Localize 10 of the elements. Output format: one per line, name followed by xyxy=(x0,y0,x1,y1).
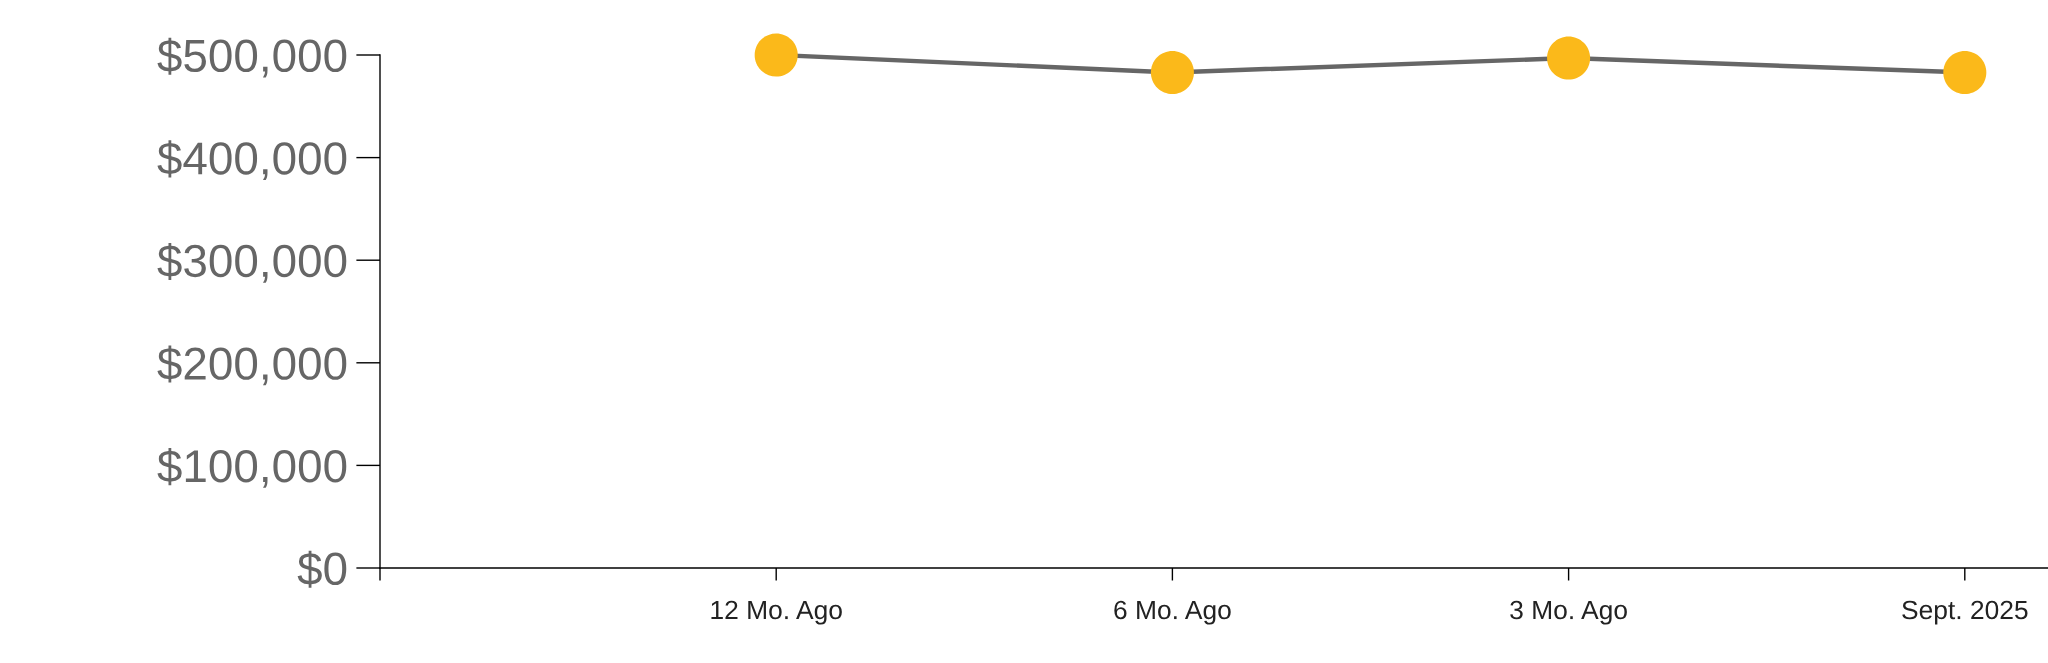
x-tick-label: 6 Mo. Ago xyxy=(1114,600,1231,625)
x-tick-label: Sept. 2025 xyxy=(1902,600,2028,625)
y-tick-label: $400,000 xyxy=(157,140,347,181)
y-tick-label: $200,000 xyxy=(157,345,347,386)
y-tick-label: $300,000 xyxy=(157,242,347,283)
x-tick-label: 12 Mo. Ago xyxy=(711,600,842,625)
y-tick-label: $0 xyxy=(297,550,347,588)
y-tick-label: $100,000 xyxy=(157,448,347,488)
x-tick-label: 3 Mo. Ago xyxy=(1510,600,1627,625)
y-tick-label: $500,000 xyxy=(157,37,347,78)
